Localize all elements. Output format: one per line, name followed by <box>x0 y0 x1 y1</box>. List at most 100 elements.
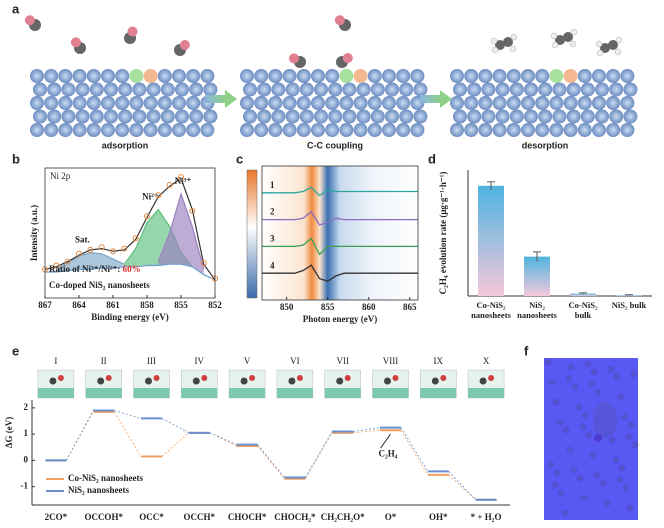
data-point <box>166 181 173 188</box>
state-icon-atom <box>153 375 160 381</box>
slab-atom <box>549 96 564 110</box>
slab-atom <box>450 96 464 110</box>
slab-atom <box>577 123 592 137</box>
slab-atom <box>240 69 254 83</box>
sample-note: Co-doped NiS₂ nanosheets <box>49 280 150 290</box>
data-point <box>98 244 105 251</box>
x-tick-label: 860 <box>362 302 376 312</box>
data-point <box>110 248 116 255</box>
slab-atom <box>299 109 314 124</box>
slab-atom <box>243 82 257 97</box>
data-point <box>121 245 128 252</box>
data-point <box>178 174 184 181</box>
x-tick-label: 865 <box>403 302 417 312</box>
bar <box>478 185 504 296</box>
slab-atom <box>566 109 581 124</box>
slab-atom <box>115 123 130 137</box>
panel-title: Ni 2p <box>50 171 71 181</box>
step-label: adsorption <box>102 140 149 150</box>
annotation-arrow <box>380 433 391 449</box>
molecule-h <box>615 36 623 44</box>
slab-atom <box>285 82 300 97</box>
slab-atom <box>535 69 550 83</box>
y-axis-title: ΔG (eV) <box>4 417 14 448</box>
x-tick-label: * + H₂O <box>471 512 502 522</box>
slab-atom <box>339 96 354 110</box>
connector <box>400 427 429 472</box>
data-point <box>53 262 60 269</box>
slab-atom <box>129 96 144 110</box>
state-icon-atom <box>479 377 487 385</box>
state-label: V <box>244 356 251 366</box>
arrow-body <box>420 95 440 103</box>
data-point <box>155 192 162 199</box>
slab-atom <box>282 69 297 83</box>
state-icon-atom <box>49 377 57 385</box>
slab-atom <box>101 123 115 137</box>
slab-atom <box>353 123 368 137</box>
molecule-h <box>570 28 578 36</box>
x-tick-label: 852 <box>208 300 222 310</box>
slab-atom <box>101 96 115 110</box>
slab-atom <box>282 96 297 110</box>
slab-atom <box>30 69 44 83</box>
state-icon-atom <box>344 375 351 381</box>
connector <box>305 432 333 479</box>
state-label: X <box>483 356 490 366</box>
slab-atom <box>524 82 538 97</box>
y-tick-label: 2 <box>24 402 29 412</box>
spectrum-label: 3 <box>270 233 275 243</box>
slab-atom <box>509 109 524 124</box>
connector <box>305 431 333 478</box>
x-tick-label: CHOCH₂* <box>274 512 316 522</box>
slab-atom <box>175 82 189 97</box>
molecule-o <box>127 26 138 37</box>
slab-atom <box>129 123 144 137</box>
slab-atom <box>257 82 272 97</box>
state-label: IX <box>434 356 444 366</box>
state-icon-atom <box>288 377 296 385</box>
bar <box>524 256 550 296</box>
slab-atom <box>58 123 73 137</box>
slab-atom <box>509 82 524 97</box>
ratio-value: 60% <box>123 264 141 274</box>
slab-atom <box>189 109 204 124</box>
plot-frame <box>44 167 216 299</box>
slab-atom <box>563 123 578 137</box>
slab-atom <box>172 96 186 110</box>
slab-atom <box>314 82 328 97</box>
slab-atom <box>410 69 425 83</box>
molecule-c <box>555 35 565 45</box>
annotation: C₂H₄ <box>379 448 398 458</box>
slab-atom <box>623 109 638 124</box>
state-icon-atom <box>392 375 399 381</box>
slab-atom <box>175 109 189 124</box>
slab-atom <box>342 109 357 124</box>
series-line <box>157 192 205 270</box>
slab-atom <box>339 123 354 137</box>
slab-atom <box>606 96 621 110</box>
slab-atom <box>385 82 399 97</box>
slab-atom <box>620 96 635 110</box>
slab-atom <box>143 69 158 83</box>
state-label: VI <box>290 356 300 366</box>
slab-atom <box>89 82 104 97</box>
slab-atom <box>549 123 564 137</box>
state-label: VII <box>336 356 349 366</box>
slab-atom <box>282 123 297 137</box>
slab-atom <box>356 82 371 97</box>
state-icon-atom <box>384 377 391 385</box>
x-tick-label: OCCH* <box>184 512 216 522</box>
data-point <box>64 258 71 265</box>
slab-atom <box>299 82 314 97</box>
slab-atom <box>311 123 325 137</box>
slab-atom <box>577 69 592 83</box>
slab-atom <box>396 123 411 137</box>
slab-atom <box>172 123 186 137</box>
connector <box>209 432 237 445</box>
slab-atom <box>296 69 311 83</box>
state-icon-atom <box>249 375 256 381</box>
slab-atom <box>44 96 59 110</box>
molecule-h <box>595 40 603 48</box>
